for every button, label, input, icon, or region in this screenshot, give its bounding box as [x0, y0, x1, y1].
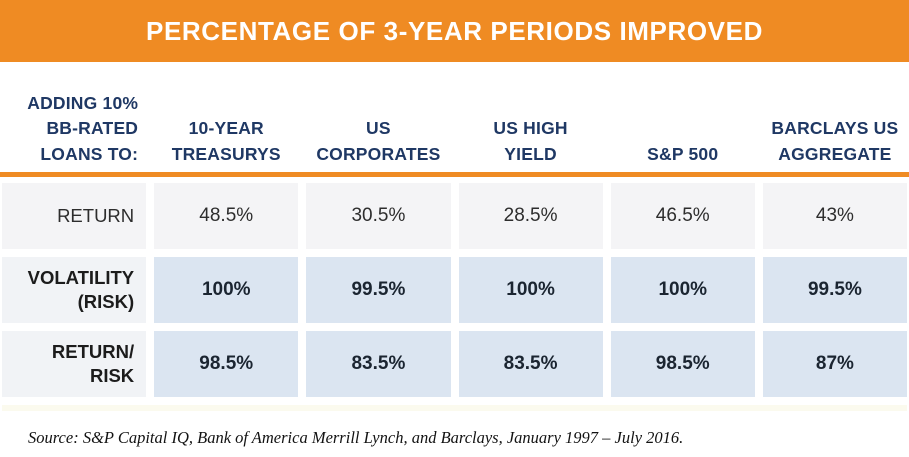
row-label-return: RETURN	[2, 183, 147, 249]
table-cell: 100%	[154, 257, 299, 323]
row-label-return-risk: RETURN/ RISK	[2, 331, 147, 397]
table-row-return-risk: RETURN/ RISK 98.5% 83.5% 83.5% 98.5% 87%	[0, 331, 909, 397]
row-label-volatility-risk: VOLATILITY (RISK)	[2, 257, 147, 323]
table-header-row: ADDING 10% BB-RATED LOANS TO: 10-YEAR TR…	[0, 62, 909, 172]
table-cell: 43%	[762, 183, 907, 249]
title-banner: PERCENTAGE OF 3-YEAR PERIODS IMPROVED	[0, 0, 909, 62]
decor-strip	[2, 405, 907, 411]
column-header-us-corporates: US CORPORATES	[316, 118, 441, 164]
table-cell: 98.5%	[154, 331, 299, 397]
data-table: RETURN 48.5% 30.5% 28.5% 46.5% 43% VOLAT…	[0, 183, 909, 397]
page-title: PERCENTAGE OF 3-YEAR PERIODS IMPROVED	[146, 15, 763, 46]
column-header-sp-500: S&P 500	[647, 143, 719, 164]
column-header-10-year-treasurys: 10-YEAR TREASURYS	[171, 118, 281, 164]
table-cell: 98.5%	[610, 331, 755, 397]
table-cell: 46.5%	[610, 183, 755, 249]
column-header-us-high-yield: US HIGH YIELD	[493, 118, 568, 164]
source-note: Source: S&P Capital IQ, Bank of America …	[28, 428, 684, 447]
table-cell: 100%	[458, 257, 603, 323]
table-cell: 83.5%	[458, 331, 603, 397]
table-cell: 100%	[610, 257, 755, 323]
table-cell: 83.5%	[306, 331, 451, 397]
column-header-barclays-us-aggregate: BARCLAYS US AGGREGATE	[771, 118, 899, 164]
table-row-volatility-risk: VOLATILITY (RISK) 100% 99.5% 100% 100% 9…	[0, 257, 909, 323]
table-cell: 99.5%	[762, 257, 907, 323]
corner-header-adding-loans: ADDING 10% BB-RATED LOANS TO:	[27, 92, 139, 164]
table-cell: 87%	[762, 331, 907, 397]
table-cell: 99.5%	[306, 257, 451, 323]
header-divider	[0, 172, 909, 177]
table-cell: 28.5%	[458, 183, 603, 249]
table-cell: 48.5%	[154, 183, 299, 249]
table-cell: 30.5%	[306, 183, 451, 249]
table-row-return: RETURN 48.5% 30.5% 28.5% 46.5% 43%	[0, 183, 909, 249]
